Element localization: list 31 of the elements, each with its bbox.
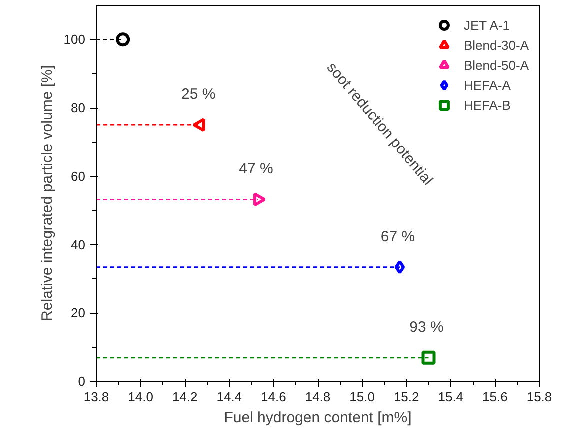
point — [422, 350, 436, 365]
x-tick-label: 13.8 — [84, 390, 110, 404]
x-tick-label: 14.6 — [261, 390, 286, 404]
x-tick-label: 15.6 — [482, 390, 508, 404]
x-tick-label: 14.4 — [216, 390, 242, 404]
annotation: 93 % — [410, 318, 444, 336]
legend-label: HEFA-A — [464, 78, 511, 92]
y-tick-label: 40 — [71, 237, 86, 252]
y-axis-title: Relative integrated particle volume [%] — [38, 66, 56, 322]
x-tick-label: 15.0 — [350, 390, 375, 404]
y-tick-label: 100 — [64, 32, 86, 48]
y-tick-label: 0 — [78, 374, 86, 389]
x-tick-label: 15.2 — [394, 390, 420, 404]
legend-label: Blend-50-A — [464, 58, 529, 72]
legend-label: HEFA-B — [464, 98, 511, 112]
x-tick-label: 14.8 — [305, 390, 331, 404]
point — [116, 32, 130, 47]
x-tick-label: 14.0 — [128, 390, 154, 404]
annotation: 25 % — [182, 86, 216, 104]
legend-label: JET A-1 — [464, 18, 510, 32]
annotation: 67 % — [380, 228, 416, 246]
x-tick-label: 15.4 — [438, 390, 464, 404]
x-axis-title: Fuel hydrogen content [m%] — [224, 410, 412, 426]
legend-label: Blend-30-A — [464, 38, 529, 52]
x-tick-label: 15.8 — [526, 390, 552, 404]
y-tick-label: 20 — [71, 306, 86, 321]
y-tick-label: 80 — [71, 100, 86, 116]
x-tick-label: 14.2 — [172, 390, 198, 404]
annotation: 47 % — [239, 160, 274, 178]
point — [394, 260, 406, 274]
y-tick-label: 60 — [71, 168, 86, 184]
